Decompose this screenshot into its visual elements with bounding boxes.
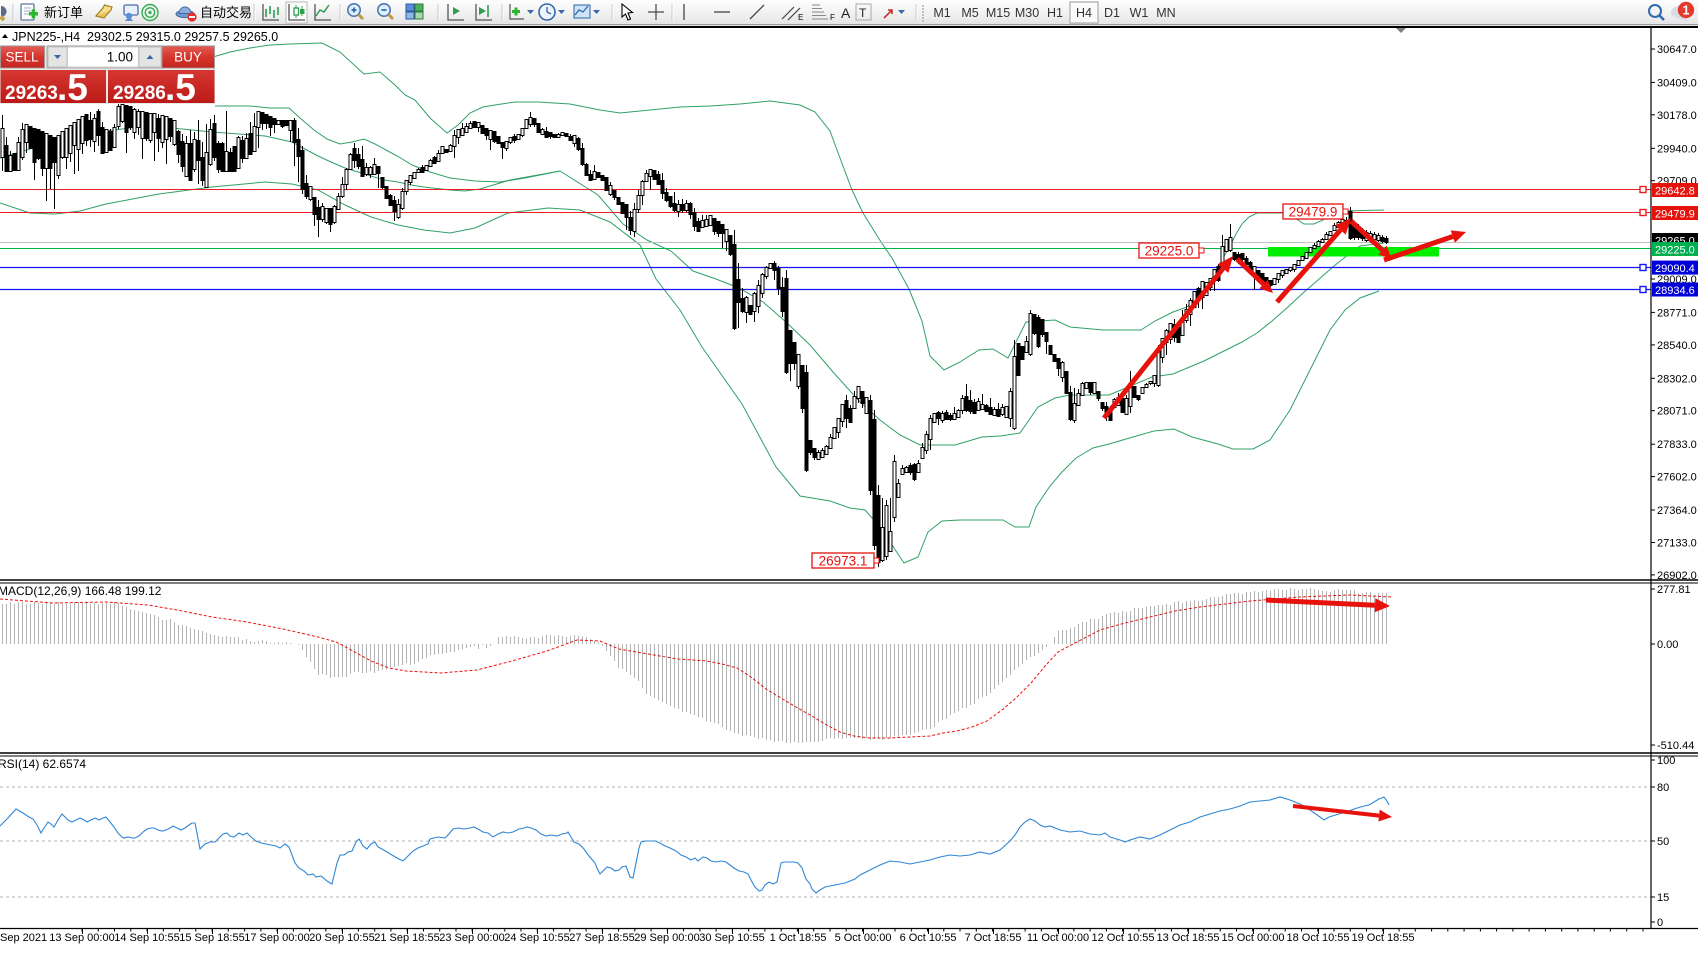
svg-text:29286: 29286 bbox=[113, 83, 166, 104]
svg-text:W1: W1 bbox=[1130, 6, 1149, 20]
svg-text:29940.0: 29940.0 bbox=[1657, 143, 1697, 155]
svg-text:21 Sep 18:55: 21 Sep 18:55 bbox=[374, 932, 439, 944]
svg-text:27602.0: 27602.0 bbox=[1657, 472, 1697, 484]
svg-text:28071.0: 28071.0 bbox=[1657, 406, 1697, 418]
svg-text:30178.0: 30178.0 bbox=[1657, 110, 1697, 122]
svg-text:29090.4: 29090.4 bbox=[1655, 263, 1695, 275]
svg-text:29642.8: 29642.8 bbox=[1655, 186, 1695, 198]
svg-text:0: 0 bbox=[1657, 917, 1663, 929]
svg-text:29263: 29263 bbox=[5, 83, 58, 104]
svg-text:JPN225-,H4 29302.5 29315.0 29: JPN225-,H4 29302.5 29315.0 29257.5 29265… bbox=[12, 30, 278, 44]
svg-text:H1: H1 bbox=[1047, 6, 1063, 20]
svg-text:M5: M5 bbox=[961, 6, 978, 20]
svg-text:26902.0: 26902.0 bbox=[1657, 570, 1697, 582]
svg-text:BUY: BUY bbox=[174, 50, 202, 65]
svg-text:27 Sep 18:55: 27 Sep 18:55 bbox=[569, 932, 634, 944]
svg-text:MN: MN bbox=[1156, 6, 1175, 20]
svg-text:M15: M15 bbox=[986, 6, 1010, 20]
svg-text:.5: .5 bbox=[165, 67, 196, 108]
svg-text:20 Sep 10:55: 20 Sep 10:55 bbox=[309, 932, 374, 944]
svg-text:50: 50 bbox=[1657, 836, 1669, 848]
svg-text:Sep 2021: Sep 2021 bbox=[0, 932, 47, 944]
svg-text:19 Oct 18:55: 19 Oct 18:55 bbox=[1352, 932, 1415, 944]
svg-text:15: 15 bbox=[1657, 892, 1669, 904]
svg-text:29225.0: 29225.0 bbox=[1145, 244, 1194, 259]
svg-text:15 Oct 00:00: 15 Oct 00:00 bbox=[1222, 932, 1285, 944]
svg-text:SELL: SELL bbox=[5, 50, 39, 65]
svg-text:1: 1 bbox=[1683, 4, 1690, 18]
svg-text:12 Oct 10:55: 12 Oct 10:55 bbox=[1092, 932, 1155, 944]
svg-text:27364.0: 27364.0 bbox=[1657, 505, 1697, 517]
svg-text:30 Sep 10:55: 30 Sep 10:55 bbox=[699, 932, 764, 944]
svg-text:13 Oct 18:55: 13 Oct 18:55 bbox=[1157, 932, 1220, 944]
svg-text:M1: M1 bbox=[933, 6, 950, 20]
svg-text:.5: .5 bbox=[57, 67, 88, 108]
svg-text:自动交易: 自动交易 bbox=[200, 5, 252, 20]
svg-text:29 Sep 00:00: 29 Sep 00:00 bbox=[634, 932, 699, 944]
svg-text:24 Sep 10:55: 24 Sep 10:55 bbox=[504, 932, 569, 944]
svg-text:18 Oct 10:55: 18 Oct 10:55 bbox=[1287, 932, 1350, 944]
svg-text:15 Sep 18:55: 15 Sep 18:55 bbox=[179, 932, 244, 944]
svg-text:RSI(14) 62.6574: RSI(14) 62.6574 bbox=[0, 757, 86, 771]
svg-text:30409.0: 30409.0 bbox=[1657, 77, 1697, 89]
svg-text:28934.6: 28934.6 bbox=[1655, 285, 1695, 297]
svg-text:新订单: 新订单 bbox=[44, 5, 83, 20]
svg-text:80: 80 bbox=[1657, 782, 1669, 794]
svg-text:29479.9: 29479.9 bbox=[1289, 205, 1338, 220]
svg-text:-510.44: -510.44 bbox=[1657, 740, 1694, 752]
svg-text:D1: D1 bbox=[1104, 6, 1120, 20]
svg-text:277.81: 277.81 bbox=[1657, 584, 1691, 596]
svg-text:6 Oct 10:55: 6 Oct 10:55 bbox=[900, 932, 957, 944]
svg-text:13 Sep 00:00: 13 Sep 00:00 bbox=[49, 932, 114, 944]
svg-text:29225.0: 29225.0 bbox=[1655, 245, 1695, 257]
svg-text:1.00: 1.00 bbox=[107, 50, 133, 65]
svg-text:7 Oct 18:55: 7 Oct 18:55 bbox=[965, 932, 1022, 944]
svg-text:MACD(12,26,9) 166.48 199.12: MACD(12,26,9) 166.48 199.12 bbox=[0, 584, 162, 598]
svg-text:29479.9: 29479.9 bbox=[1655, 209, 1695, 221]
svg-text:H4: H4 bbox=[1076, 6, 1092, 20]
svg-text:M30: M30 bbox=[1015, 6, 1039, 20]
svg-text:26973.1: 26973.1 bbox=[819, 554, 868, 569]
svg-text:23 Sep 00:00: 23 Sep 00:00 bbox=[439, 932, 504, 944]
svg-text:0.00: 0.00 bbox=[1657, 639, 1678, 651]
svg-text:F: F bbox=[830, 13, 835, 22]
svg-text:28302.0: 28302.0 bbox=[1657, 373, 1697, 385]
svg-text:28540.0: 28540.0 bbox=[1657, 340, 1697, 352]
svg-text:27133.0: 27133.0 bbox=[1657, 538, 1697, 550]
svg-text:28771.0: 28771.0 bbox=[1657, 307, 1697, 319]
svg-text:27833.0: 27833.0 bbox=[1657, 439, 1697, 451]
svg-text:1 Oct 18:55: 1 Oct 18:55 bbox=[770, 932, 827, 944]
svg-text:T: T bbox=[859, 6, 867, 20]
svg-text:100: 100 bbox=[1657, 755, 1675, 767]
svg-text:E: E bbox=[798, 13, 803, 22]
svg-text:17 Sep 00:00: 17 Sep 00:00 bbox=[244, 932, 309, 944]
svg-text:14 Sep 10:55: 14 Sep 10:55 bbox=[114, 932, 179, 944]
svg-text:A: A bbox=[841, 5, 851, 21]
svg-text:5 Oct 00:00: 5 Oct 00:00 bbox=[835, 932, 892, 944]
svg-text:30647.0: 30647.0 bbox=[1657, 44, 1697, 56]
svg-text:11 Oct 00:00: 11 Oct 00:00 bbox=[1027, 932, 1089, 944]
